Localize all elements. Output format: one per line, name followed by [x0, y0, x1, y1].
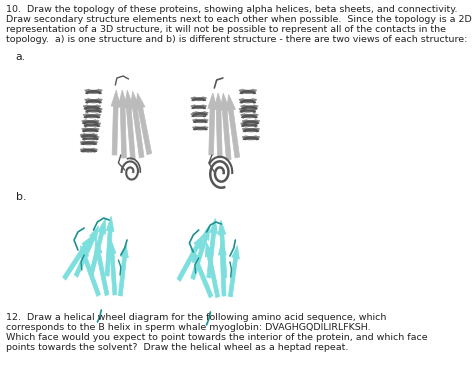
- Text: Which face would you expect to point towards the interior of the protein, and wh: Which face would you expect to point tow…: [6, 333, 428, 342]
- FancyArrow shape: [220, 93, 231, 160]
- FancyArrow shape: [136, 93, 152, 155]
- FancyArrow shape: [95, 240, 109, 296]
- Text: 10.  Draw the topology of these proteins, showing alpha helices, beta sheets, an: 10. Draw the topology of these proteins,…: [6, 5, 458, 14]
- FancyArrow shape: [205, 242, 219, 298]
- FancyArrow shape: [208, 93, 217, 155]
- Text: Draw secondary structure elements next to each other when possible.  Since the t: Draw secondary structure elements next t…: [6, 15, 472, 24]
- FancyArrow shape: [177, 235, 203, 281]
- Text: corresponds to the B helix in sperm whale myoglobin: DVAGHGQDILIRLFKSH.: corresponds to the B helix in sperm whal…: [6, 323, 371, 332]
- FancyArrow shape: [89, 218, 106, 276]
- FancyArrow shape: [81, 246, 100, 296]
- FancyArrow shape: [226, 94, 240, 158]
- Text: points towards the solvent?  Draw the helical wheel as a heptad repeat.: points towards the solvent? Draw the hel…: [6, 343, 348, 352]
- FancyArrow shape: [111, 90, 120, 155]
- FancyArrow shape: [124, 90, 135, 160]
- FancyArrow shape: [105, 216, 114, 276]
- Text: 12.  Draw a helical wheel diagram for the following amino acid sequence, which: 12. Draw a helical wheel diagram for the…: [6, 313, 387, 322]
- FancyArrow shape: [207, 218, 218, 278]
- Text: representation of a 3D structure, it will not be possible to represent all of th: representation of a 3D structure, it wil…: [6, 25, 446, 34]
- Text: a.: a.: [16, 52, 26, 62]
- FancyArrow shape: [218, 220, 227, 278]
- FancyArrow shape: [118, 90, 128, 158]
- FancyArrow shape: [191, 225, 210, 280]
- FancyArrow shape: [74, 226, 99, 277]
- Text: topology.  a) is one structure and b) is different structure - there are two vie: topology. a) is one structure and b) is …: [6, 35, 468, 44]
- FancyArrow shape: [108, 240, 117, 295]
- FancyArrow shape: [118, 244, 128, 296]
- FancyArrow shape: [191, 248, 213, 298]
- FancyArrow shape: [219, 241, 226, 296]
- FancyArrow shape: [130, 92, 144, 158]
- Text: b.: b.: [16, 192, 26, 202]
- FancyArrow shape: [228, 245, 239, 297]
- FancyArrow shape: [63, 236, 91, 280]
- FancyArrow shape: [214, 93, 223, 158]
